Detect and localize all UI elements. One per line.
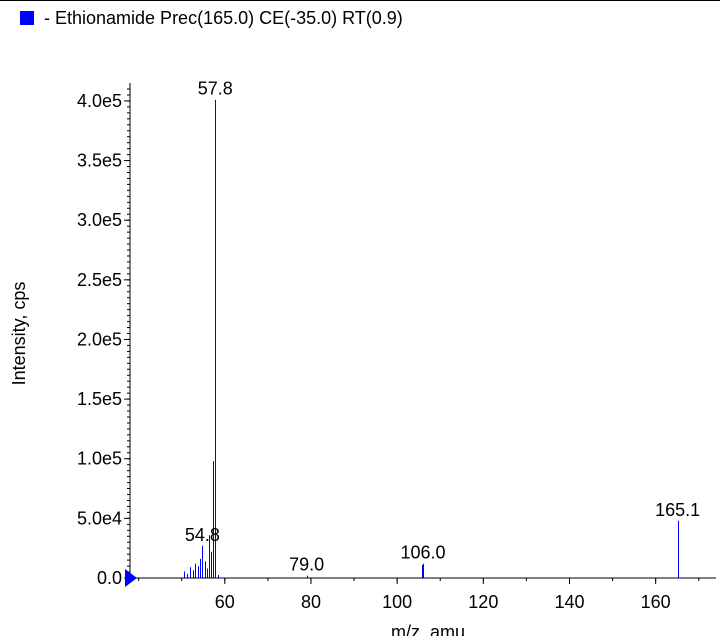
x-tick-label: 60 xyxy=(215,592,235,612)
y-tick-label: 5.0e4 xyxy=(77,508,122,528)
spectrum-bars xyxy=(184,99,679,578)
x-tick-label: 80 xyxy=(301,592,321,612)
peak-label: 106.0 xyxy=(400,543,445,563)
x-axis-label: m/z, amu xyxy=(391,622,465,636)
x-tick-label: 100 xyxy=(382,592,412,612)
legend-swatch xyxy=(20,11,34,25)
peak-label: 165.1 xyxy=(655,500,700,520)
x-axis-ticks: 60 80 100 120 140 160 xyxy=(215,578,671,612)
top-border xyxy=(0,0,720,1)
y-tick-label: 3.5e5 xyxy=(77,151,122,171)
peak-label: 57.8 xyxy=(198,79,233,99)
x-tick-label: 160 xyxy=(641,592,671,612)
legend: - Ethionamide Prec(165.0) CE(-35.0) RT(0… xyxy=(20,6,403,30)
legend-label: - Ethionamide Prec(165.0) CE(-35.0) RT(0… xyxy=(44,7,403,28)
zero-marker-arrow xyxy=(125,569,137,587)
y-tick-label: 0.0 xyxy=(97,568,122,588)
peak-label: 79.0 xyxy=(289,555,324,575)
y-tick-label: 3.0e5 xyxy=(77,210,122,230)
peak-labels: 57.8 54.8 79.0 106.0 165.1 xyxy=(185,79,700,575)
y-tick-label: 4.0e5 xyxy=(77,91,122,111)
y-axis-ticks: 0.0 5.0e4 1.0e5 1.5e5 2.0e5 2.5e5 3.0e5 3.5e5 4.… xyxy=(77,91,130,588)
y-tick-label: 2.5e5 xyxy=(77,270,122,290)
peak-label: 54.8 xyxy=(185,525,220,545)
y-tick-label: 1.5e5 xyxy=(77,389,122,409)
x-tick-label: 140 xyxy=(554,592,584,612)
x-tick-label: 120 xyxy=(468,592,498,612)
y-tick-label: 1.0e5 xyxy=(77,449,122,469)
y-axis-label: Intensity, cps xyxy=(9,282,29,386)
y-tick-label: 2.0e5 xyxy=(77,329,122,349)
y-axis-minor-ticks xyxy=(127,88,130,579)
x-axis-minor-ticks xyxy=(138,578,700,581)
